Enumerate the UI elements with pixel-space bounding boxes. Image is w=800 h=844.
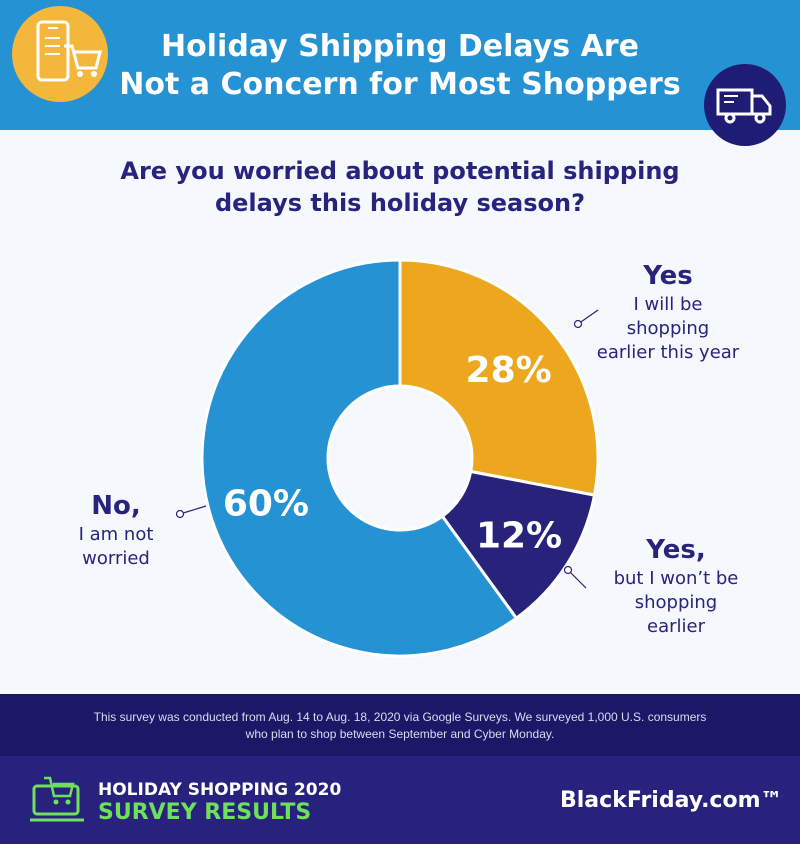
question-line1: Are you worried about potential shipping <box>120 157 680 185</box>
donut-slice <box>440 469 597 621</box>
donut-slice <box>398 258 600 497</box>
callout-dot <box>175 509 185 519</box>
slice-value-label: 28% <box>466 350 552 391</box>
callout-dot <box>573 319 583 329</box>
category-subtitle: but I won’t be <box>614 568 739 589</box>
donut-slice <box>200 258 519 658</box>
phone-cart-icon <box>12 6 108 102</box>
callout-dot <box>563 565 573 575</box>
category-title: Yes <box>642 261 693 291</box>
title-line2: Not a Concern for Most Shoppers <box>119 67 681 102</box>
category-subtitle: shopping <box>635 592 718 613</box>
callout-line <box>179 505 207 515</box>
category-subtitle: earlier <box>647 616 706 637</box>
slice-value-label: 12% <box>476 516 562 557</box>
chart-question: Are you worried about potential shipping… <box>60 155 740 219</box>
category-subtitle: I will be <box>634 294 703 315</box>
page-title: Holiday Shipping Delays Are Not a Concer… <box>100 28 700 104</box>
shopping-cart-icon <box>28 768 88 828</box>
footer-subtitle-line1: HOLIDAY SHOPPING 2020 <box>98 780 342 800</box>
question-line2: delays this holiday season? <box>214 189 586 217</box>
title-line1: Holiday Shipping Delays Are <box>161 29 639 64</box>
footnote-line1: This survey was conducted from Aug. 14 t… <box>93 710 707 724</box>
donut-chart: 28% 12% 60% Yes I will be shopping earlier thi… <box>79 258 740 658</box>
category-title: No, <box>91 491 141 521</box>
brand-logo-text: BlackFriday.com™ <box>560 788 783 813</box>
category-subtitle: worried <box>82 548 150 569</box>
header-band <box>0 0 800 130</box>
delivery-truck-icon <box>704 64 786 146</box>
category-subtitle: shopping <box>627 318 710 339</box>
footnote-band <box>0 694 800 756</box>
slice-value-label: 60% <box>223 484 309 525</box>
footer-band <box>0 756 800 844</box>
category-subtitle: earlier this year <box>597 342 740 363</box>
category-subtitle: I am not <box>79 524 154 545</box>
category-title: Yes, <box>645 535 705 565</box>
footer-subtitle-line2: SURVEY RESULTS <box>98 800 312 825</box>
callout-line <box>567 569 587 589</box>
footnote-line2: who plan to shop between September and C… <box>245 727 555 741</box>
survey-footnote: This survey was conducted from Aug. 14 t… <box>40 709 760 743</box>
